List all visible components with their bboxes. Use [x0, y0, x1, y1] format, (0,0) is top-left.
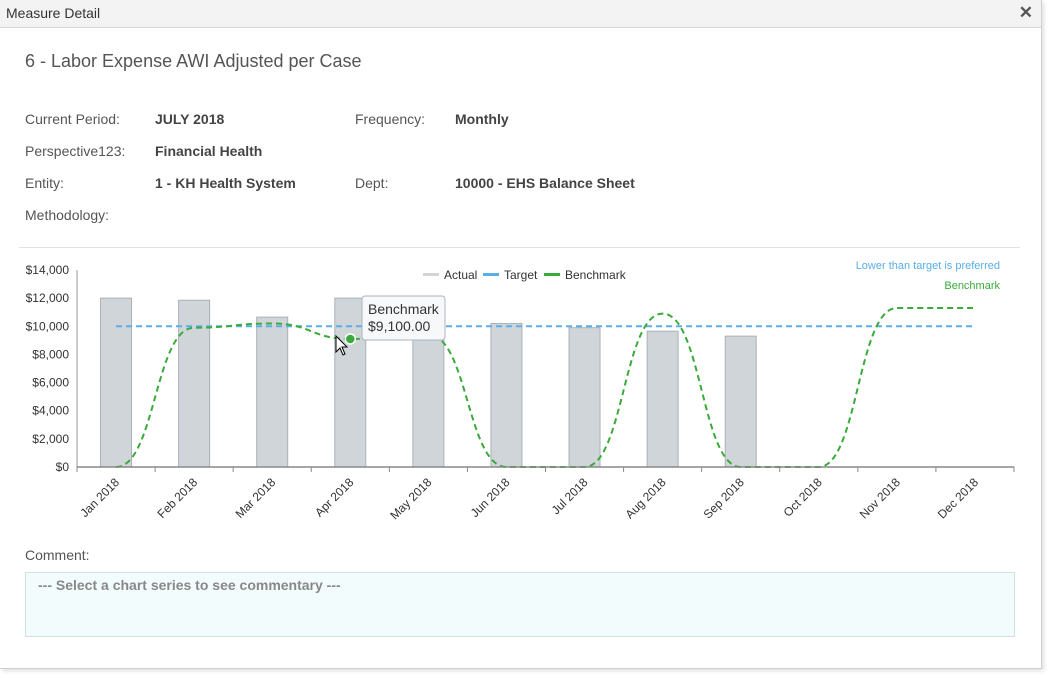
x-tick-label: Jul 2018: [549, 475, 591, 517]
actual-bar[interactable]: [412, 328, 445, 468]
mouse-pointer-icon: [335, 334, 349, 356]
dept-label: Dept:: [355, 175, 389, 191]
frequency-value: Monthly: [455, 111, 509, 127]
y-tick-label: $2,000: [32, 432, 69, 446]
x-tick-label: Aug 2018: [623, 475, 669, 521]
comment-placeholder: --- Select a chart series to see comment…: [38, 577, 341, 593]
comment-box[interactable]: --- Select a chart series to see comment…: [25, 572, 1015, 637]
entity-label: Entity:: [25, 175, 64, 191]
x-tick-label: Dec 2018: [935, 475, 981, 521]
legend-label: Benchmark: [565, 268, 627, 282]
y-axis: $0 $2,000 $4,000 $6,000 $8,000 $10,000 $12,000…: [26, 263, 78, 474]
measure-detail-dialog: Measure Detail ✕ 6 - Labor Expense AWI A…: [0, 0, 1042, 669]
x-tick-label: Sep 2018: [701, 475, 747, 521]
section-divider: [19, 247, 1020, 248]
actual-bar[interactable]: [334, 297, 367, 468]
benchmark-note: Benchmark: [944, 280, 1000, 292]
actual-series[interactable]: [100, 297, 757, 468]
legend-swatch: [423, 273, 439, 276]
measure-title: 6 - Labor Expense AWI Adjusted per Case: [25, 51, 362, 71]
x-tick-label: Jan 2018: [77, 475, 122, 520]
legend-swatch: [544, 273, 560, 276]
y-tick-label: $14,000: [26, 263, 70, 277]
preference-note: Lower than target is preferred: [856, 260, 1000, 272]
benchmark-line[interactable]: [115, 306, 975, 468]
x-tick-label: Apr 2018: [312, 475, 357, 520]
tooltip-box: [361, 295, 446, 341]
tooltip-series: Benchmark: [368, 301, 440, 317]
current-period-label: Current Period:: [25, 111, 120, 127]
perspective-value: Financial Health: [155, 143, 263, 159]
x-tick-label: Oct 2018: [781, 475, 826, 520]
x-tick-label: Nov 2018: [857, 475, 903, 521]
current-period-value: JULY 2018: [155, 111, 225, 127]
y-tick-label: $10,000: [26, 319, 70, 333]
legend-swatch: [483, 273, 499, 276]
measure-chart[interactable]: $0 $2,000 $4,000 $6,000 $8,000 $10,000 $12,000…: [0, 250, 1040, 542]
dialog-title: Measure Detail: [6, 5, 101, 21]
y-tick-label: $0: [56, 460, 70, 474]
legend-item-benchmark[interactable]: Benchmark: [544, 268, 627, 282]
perspective-label: Perspective123:: [25, 143, 126, 159]
entity-value: 1 - KH Health System: [155, 175, 296, 191]
actual-bar[interactable]: [568, 327, 601, 468]
benchmark-point-highlighted[interactable]: [344, 333, 357, 345]
x-axis: Jan 2018 Feb 2018 Mar 2018 Apr 2018 May 2018…: [76, 466, 1015, 522]
x-tick-label: Feb 2018: [154, 475, 200, 521]
actual-bar[interactable]: [490, 322, 523, 468]
tooltip-value: $9,100.00: [368, 318, 430, 334]
close-icon[interactable]: ✕: [1018, 3, 1033, 22]
cursor-shape: [335, 334, 349, 356]
dept-value: 10000 - EHS Balance Sheet: [455, 175, 635, 191]
frequency-label: Frequency:: [355, 111, 426, 127]
y-tick-label: $12,000: [26, 291, 70, 305]
actual-bar[interactable]: [646, 330, 679, 468]
benchmark-series[interactable]: [115, 306, 975, 468]
y-tick-label: $6,000: [32, 376, 69, 390]
actual-bar[interactable]: [100, 297, 133, 468]
y-tick-label: $4,000: [32, 404, 69, 418]
legend-label: Actual: [444, 268, 477, 282]
legend-item-target[interactable]: Target: [483, 268, 538, 282]
x-tick-label: Jun 2018: [468, 475, 513, 520]
x-tick-label: Mar 2018: [233, 475, 279, 521]
methodology-label: Methodology:: [25, 207, 110, 223]
actual-bar[interactable]: [724, 335, 757, 468]
legend-item-actual[interactable]: Actual: [423, 268, 477, 282]
dialog-titlebar: Measure Detail ✕: [0, 0, 1041, 28]
comment-label: Comment:: [25, 547, 90, 563]
actual-bar[interactable]: [178, 299, 211, 468]
actual-bar[interactable]: [256, 316, 289, 468]
x-tick-label: May 2018: [387, 475, 434, 522]
legend-label: Target: [504, 268, 538, 282]
chart-tooltip: Benchmark$9,100.00: [361, 295, 446, 341]
chart-legend[interactable]: Actual Target Benchmark: [423, 268, 627, 282]
y-tick-label: $8,000: [32, 347, 69, 361]
